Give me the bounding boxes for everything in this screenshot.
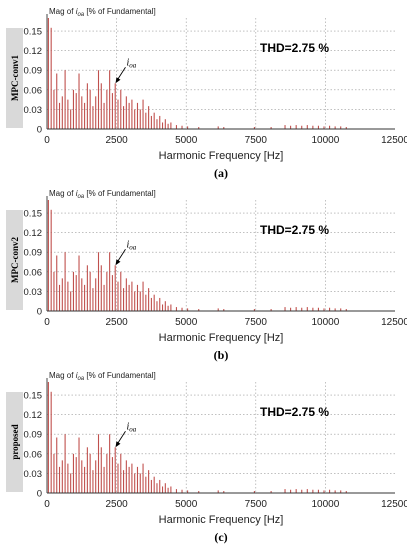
- arrow-label: ioa: [126, 421, 136, 433]
- x-tick-label: 0: [44, 499, 50, 510]
- y-tick-label: 0.06: [24, 267, 43, 278]
- panel-caption: (c): [214, 530, 227, 544]
- panel-label-box: [6, 28, 23, 128]
- panel-label-box: [6, 392, 23, 492]
- panel-label: MPC-conv2: [10, 237, 20, 283]
- x-axis-title: Harmonic Frequency [Hz]: [159, 514, 284, 526]
- panel-label: MPC-conv1: [10, 55, 20, 101]
- y-tick-label: 0.09: [24, 430, 43, 441]
- y-tick-label: 0: [37, 307, 42, 318]
- y-tick-label: 0.06: [24, 449, 43, 460]
- thd-annotation: THD=2.75 %: [260, 223, 329, 237]
- panel-caption: (a): [214, 166, 228, 180]
- x-tick-label: 10000: [311, 135, 339, 146]
- arrow-head: [115, 441, 121, 448]
- x-tick-label: 0: [44, 317, 50, 328]
- y-tick-label: 0.15: [24, 391, 43, 402]
- arrow-label: ioa: [126, 239, 136, 251]
- x-tick-label: 12500: [381, 317, 407, 328]
- x-tick-label: 5000: [175, 317, 198, 328]
- y-tick-label: 0.09: [24, 248, 43, 259]
- x-axis-title: Harmonic Frequency [Hz]: [159, 150, 284, 162]
- y-tick-label: 0.03: [24, 105, 43, 116]
- y-tick-label: 0.12: [24, 46, 43, 57]
- x-tick-label: 2500: [105, 499, 128, 510]
- y-tick-label: 0.09: [24, 66, 43, 77]
- panel-label: proposed: [10, 424, 20, 459]
- y-tick-label: 0.06: [24, 85, 43, 96]
- y-tick-label: 0.12: [24, 228, 43, 239]
- x-tick-label: 7500: [245, 135, 268, 146]
- y-tick-label: 0: [37, 125, 42, 136]
- thd-annotation: THD=2.75 %: [260, 41, 329, 55]
- y-axis-title: Mag of ioa [% of Fundamental]: [49, 189, 156, 200]
- y-axis-title: Mag of ioa [% of Fundamental]: [49, 371, 156, 382]
- x-axis-title: Harmonic Frequency [Hz]: [159, 332, 284, 344]
- x-tick-label: 12500: [381, 135, 407, 146]
- y-tick-label: 0: [37, 489, 42, 500]
- arrow-label: ioa: [126, 57, 136, 69]
- x-tick-label: 5000: [175, 135, 198, 146]
- x-tick-label: 0: [44, 135, 50, 146]
- y-axis-title: Mag of ioa [% of Fundamental]: [49, 7, 156, 18]
- y-tick-label: 0.15: [24, 27, 43, 38]
- y-tick-label: 0.12: [24, 410, 43, 421]
- x-tick-label: 10000: [311, 499, 339, 510]
- panel-label-box: [6, 210, 23, 310]
- x-tick-label: 5000: [175, 499, 198, 510]
- x-tick-label: 7500: [245, 499, 268, 510]
- panel-caption: (b): [214, 348, 229, 362]
- x-tick-label: 10000: [311, 317, 339, 328]
- x-tick-label: 12500: [381, 499, 407, 510]
- y-tick-label: 0.03: [24, 469, 43, 480]
- chart-panel-3: proposed Mag of ioa [% of Fundamental] 0 0.…: [6, 371, 407, 544]
- y-tick-label: 0.15: [24, 209, 43, 220]
- y-tick-label: 0.03: [24, 287, 43, 298]
- x-tick-label: 2500: [105, 135, 128, 146]
- x-tick-label: 7500: [245, 317, 268, 328]
- thd-annotation: THD=2.75 %: [260, 405, 329, 419]
- arrow-head: [115, 77, 121, 84]
- x-tick-label: 2500: [105, 317, 128, 328]
- arrow-head: [115, 259, 121, 266]
